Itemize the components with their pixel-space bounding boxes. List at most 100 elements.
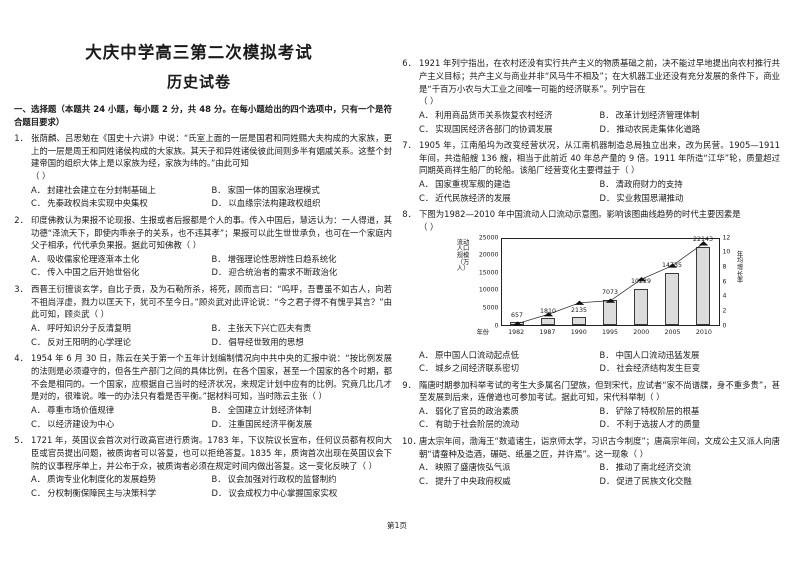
option-c[interactable]: C． 提升了中央政府权威 [419,475,600,488]
option-c[interactable]: C． 有助于社会阶层的流动 [419,418,600,431]
option-text: 推动农民走集体化道路 [616,123,701,134]
option-d[interactable]: D． 实业救国思潮推动 [600,192,781,205]
x-tick-label: 1982 [508,328,525,336]
bar-value-label: 657 [510,311,524,319]
question-item: 8． 下图为1982—2010 年中国流动人口流动示意图。影响该图曲线趋势的时代… [402,208,780,375]
option-b[interactable]: B． 改革计划经济管理体制 [600,109,781,122]
exam-title: 大庆中学高三第二次模拟考试 [85,43,313,62]
answer-blank[interactable]: （ ） [419,221,439,232]
option-b[interactable]: B． 家国一体的国家治理模式 [212,184,393,197]
option-d[interactable]: D． 迎合统治者的需求不断政治化 [212,266,393,279]
option-a[interactable]: A． 国家重视军舰的建造 [419,178,600,191]
x-tick-label: 1995 [601,328,618,336]
option-letter: B． [599,406,614,417]
answer-blank[interactable]: （ ） [31,171,51,182]
question-number: 6． [402,58,416,68]
option-d[interactable]: D． 倡导经世致用的思想 [212,336,393,349]
line-marker-triangle [636,276,646,281]
bar-slot: 1810 [533,239,564,325]
option-b[interactable]: B． 主张天下兴亡匹夫有责 [212,322,393,335]
option-d[interactable]: D． 不利于选拔人才的质量 [600,418,781,431]
option-c[interactable]: C． 以经济建设为中心 [31,418,212,431]
y-tick-label: 15000 [478,269,499,277]
option-d[interactable]: D． 注重国民经济平衡发展 [212,418,393,431]
option-d[interactable]: D． 以血缘宗法构建政权组织 [212,197,393,210]
y2-axis-ticks: 0 2 4 6 8 10 12 [721,234,735,329]
option-c[interactable]: C． 传入中国之后开始世俗化 [31,266,212,279]
section-instruction: 一、选择题（本题共 24 小题，每小题 2 分，共 48 分。在每小题给出的四个… [14,103,392,127]
option-letter: B． [599,349,614,360]
line-marker-triangle [698,240,708,246]
paper-title: 历史试卷 [166,73,231,92]
option-list: A． 质询专业化制度化的发展趋势 B． 议会加强对行政权的监督制约 C． 分权制衡保障… [31,473,392,500]
option-letter: D． [599,123,615,134]
question-number: 7． [402,139,416,150]
option-letter: C． [31,267,46,278]
bar-value-label: 22143 [692,236,714,244]
answer-blank[interactable]: （ ） [419,96,439,107]
option-b[interactable]: B． 推动了南北经济交流 [600,461,781,474]
two-column-layout: 大庆中学高三第二次模拟考试 历史试卷 一、选择题（本题共 24 小题，每小题 2… [14,18,780,500]
option-d[interactable]: D． 促进了民族文化交融 [600,475,781,488]
option-a[interactable]: A． 封建社会建立在分封制基础上 [31,184,212,197]
question-number: 5． [14,435,28,446]
option-b[interactable]: B． 铲除了特权阶层的根基 [600,405,781,418]
x-tick-label: 1987 [539,328,556,336]
page-footer: 第1页 [386,521,408,530]
option-c[interactable]: C． 实现国民经济各部门的协调发展 [419,123,600,136]
option-c[interactable]: C． 城乡之间经济联系密切 [419,362,600,375]
option-list: A． 弱化了官员的政治素质 B． 铲除了特权阶层的根基 C． 有助于社会阶层的流动 D… [419,405,780,432]
option-a[interactable]: A． 利用商品货币关系恢复农村经济 [419,109,600,122]
option-c[interactable]: C． 近代民族经济的发展 [419,192,600,205]
option-c[interactable]: C． 先秦政权尚未实现中央集权 [31,197,212,210]
option-b[interactable]: B． 增强理论性思辨性日趋系统化 [212,253,393,266]
growth-rate-polyline [517,243,703,323]
chart-container: 流动人口规模（万人） 年均增长率 0 5000 10000 15000 20000 250… [419,234,780,346]
option-text: 改革计划经济管理体制 [615,110,700,121]
question-body: 1921 年列宁指出，在农村还没有实行共产主义的物质基础之前，决不能过早地提出向… [419,57,780,136]
question-body: 印度佛教认为果报不论现报、生报或者后报都是个人的事。传入中国后，慧远认为：一人得… [31,214,392,280]
line-marker-triangle [667,263,677,268]
option-d[interactable]: D． 推动农民走集体化道路 [600,123,781,136]
option-b[interactable]: B． 中国人口流动迅猛发展 [600,349,781,362]
y-tick-label: 5000 [482,304,499,312]
option-list: A． 映照了盛唐恢弘气派 B． 推动了南北经济交流 C． 提升了中央政府权威 D． 促进… [419,461,780,488]
option-b[interactable]: B． 全国建立计划经济体制 [212,404,393,417]
option-list: A． 尊重市场价值规律 B． 全国建立计划经济体制 C． 以经济建设为中心 D． 注重国… [31,404,392,431]
option-d[interactable]: D． 社会经济结构发生巨变 [600,362,781,375]
bar [541,318,555,325]
option-a[interactable]: A． 尊重市场价值规律 [31,404,212,417]
option-text: 推动了南北经济交流 [615,462,691,473]
option-a[interactable]: A． 原中国人口流动起点低 [419,349,600,362]
option-d[interactable]: D． 议会成权力中心掌握国家实权 [212,487,393,500]
option-a[interactable]: A． 呼吁知识分子反清复明 [31,322,212,335]
bar [696,246,710,325]
option-list: A． 呼吁知识分子反清复明 B． 主张天下兴亡匹夫有责 C． 反对王阳明的心学理论 D… [31,322,392,349]
option-c[interactable]: C． 反对王阳明的心学理论 [31,336,212,349]
option-letter: A． [31,474,46,485]
option-c[interactable]: C． 分权制衡保障民主与决策科学 [31,487,212,500]
option-a[interactable]: A． 吸收儒家伦理逐渐本土化 [31,253,212,266]
option-text: 分权制衡保障民主与决策科学 [47,487,157,498]
option-text: 实现国民经济各部门的协调发展 [435,123,553,134]
question-item: 4． 1954 年 6 月 30 日，陈云在关于第一个五年计划编制情况向中共中央… [14,352,392,431]
question-stem: 1905 年，江南船坞为改变经营状况，从江南机器制造总局独立出来，改为民营。19… [419,139,780,176]
x-tick-label: 1990 [570,328,587,336]
option-list: A． 利用商品货币关系恢复农村经济 B． 改革计划经济管理体制 C． 实现国民经济各部… [419,109,780,136]
option-b[interactable]: B． 议会加强对行政权的监督制约 [212,473,393,486]
question-stem: 1721 年，英国议会首次对行政高官进行质询。1783 年，下议院议长宣布，任何… [31,435,392,471]
paper-sheet: 大庆中学高三第二次模拟考试 历史试卷 一、选择题（本题共 24 小题，每小题 2… [14,18,780,543]
option-letter: D． [211,267,227,278]
x-axis-ticks: 1982 1987 1990 1995 2000 2005 2010 [501,328,720,338]
option-b[interactable]: B． 清政府财力的支持 [600,178,781,191]
option-a[interactable]: A． 弱化了官员的政治素质 [419,405,600,418]
option-text: 城乡之间经济联系密切 [435,363,519,374]
y2-tick-label: 4 [722,292,727,300]
option-letter: C． [419,363,434,374]
option-letter: D． [211,487,227,498]
option-a[interactable]: A． 映照了盛唐恢弘气派 [419,461,600,474]
option-a[interactable]: A． 质询专业化制度化的发展趋势 [31,473,212,486]
option-list: A． 吸收儒家伦理逐渐本土化 B． 增强理论性思辨性日趋系统化 C． 传入中国之后开始… [31,253,392,280]
option-text: 国家重视军舰的建造 [435,179,511,190]
